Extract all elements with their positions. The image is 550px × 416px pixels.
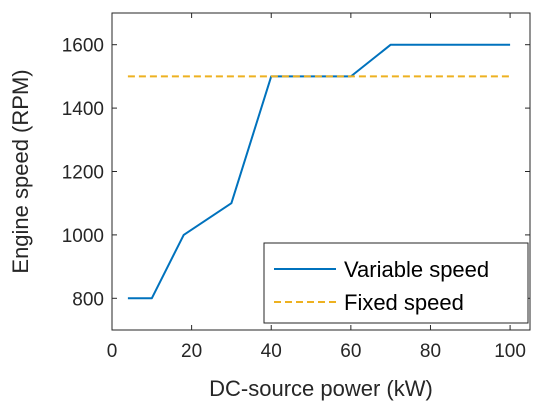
x-axis-label: DC-source power (kW) xyxy=(209,376,433,401)
x-tick-label: 40 xyxy=(261,341,282,362)
y-tick-label: 1000 xyxy=(62,226,104,247)
legend-box xyxy=(263,242,529,324)
y-tick-label: 800 xyxy=(72,289,104,310)
y-tick-label: 1400 xyxy=(62,99,104,120)
y-tick-label: 1200 xyxy=(62,163,104,184)
x-tick-label: 100 xyxy=(494,341,526,362)
x-tick-label: 0 xyxy=(107,341,118,362)
tick-layer: 0 20 40 60 80 100 800 1000 1200 1400 1600 xyxy=(62,13,530,362)
legend-label: Fixed speed xyxy=(344,290,464,315)
y-tick-label: 1600 xyxy=(62,36,104,57)
series-line-variable-speed xyxy=(127,43,511,300)
x-tick-label: 80 xyxy=(420,341,441,362)
y-axis-label: Engine speed (RPM) xyxy=(8,69,33,273)
x-tick-label: 60 xyxy=(340,341,361,362)
series-layer xyxy=(127,43,511,300)
x-tick-label: 20 xyxy=(181,341,202,362)
legend-label: Variable speed xyxy=(344,257,489,282)
legend: Variable speed Fixed speed xyxy=(263,242,529,324)
